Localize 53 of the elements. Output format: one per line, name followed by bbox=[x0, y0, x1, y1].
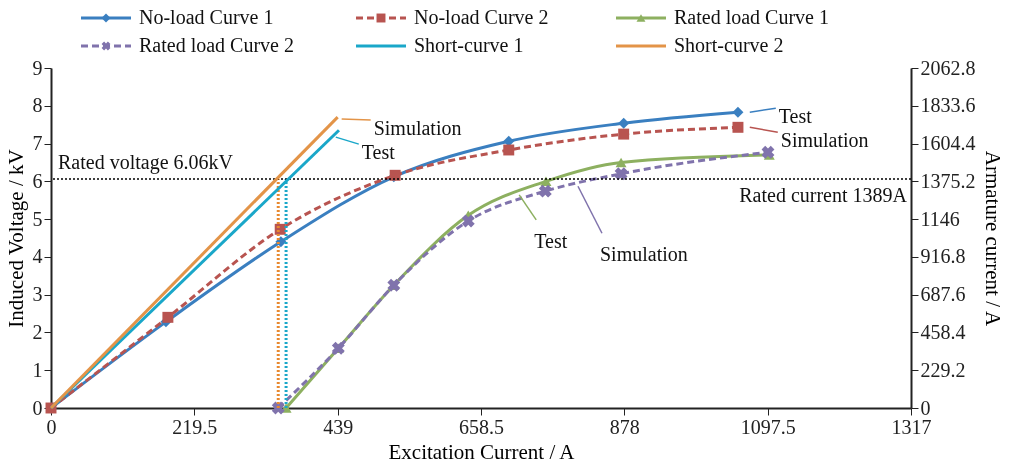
y-tick-label: 8 bbox=[32, 94, 43, 117]
y2-axis-title: Armature current / A bbox=[980, 150, 1005, 328]
point bbox=[503, 144, 515, 156]
point bbox=[732, 121, 744, 133]
annotation: Simulation bbox=[599, 243, 688, 266]
y-tick-label: 9 bbox=[32, 56, 43, 79]
x-tick-label: 439 bbox=[323, 415, 354, 438]
point bbox=[162, 311, 174, 323]
legend-label: Rated load Curve 1 bbox=[674, 6, 829, 28]
point bbox=[761, 145, 775, 159]
legend-label: No-load Curve 1 bbox=[139, 6, 274, 28]
y-tick-label: 3 bbox=[32, 283, 43, 306]
y-tick-label: 7 bbox=[32, 132, 43, 155]
annotation: Test bbox=[778, 105, 813, 128]
x-tick-label: 878 bbox=[609, 415, 640, 438]
y2-tick-label: 687.6 bbox=[920, 283, 966, 306]
x-axis-title: Excitation Current / A bbox=[388, 439, 576, 464]
y2-tick-label: 1146 bbox=[920, 207, 960, 230]
x-tick-label: 658.5 bbox=[459, 415, 504, 438]
point bbox=[615, 157, 627, 168]
annotation: Simulation bbox=[373, 117, 462, 139]
legend-label: No-load Curve 2 bbox=[414, 6, 549, 28]
y2-tick-label: 1604.4 bbox=[920, 132, 976, 155]
y-axis-title: Induced Voltage / kV bbox=[3, 149, 28, 328]
point bbox=[538, 184, 552, 198]
y-tick-label: 5 bbox=[32, 207, 43, 230]
y-tick-label: 4 bbox=[32, 245, 43, 268]
y2-tick-label: 1833.6 bbox=[920, 94, 976, 117]
point bbox=[618, 117, 630, 129]
y-tick-label: 0 bbox=[32, 396, 43, 419]
annotation: Test bbox=[361, 141, 396, 164]
point bbox=[461, 214, 475, 228]
ref-line-label: Rated voltage 6.06kV bbox=[58, 151, 234, 175]
annotation: Test bbox=[534, 229, 568, 252]
y2-tick-label: 1375.2 bbox=[920, 169, 976, 192]
y2-tick-label: 2062.8 bbox=[920, 56, 976, 79]
point bbox=[614, 167, 628, 181]
legend-label: Short-curve 2 bbox=[674, 34, 784, 56]
point bbox=[618, 128, 630, 140]
annotation: Rated current 1389A bbox=[739, 184, 908, 207]
point bbox=[732, 106, 744, 118]
x-tick-label: 219.5 bbox=[172, 415, 218, 438]
y2-tick-label: 916.8 bbox=[920, 245, 966, 268]
legend-label: Rated load Curve 2 bbox=[139, 34, 294, 56]
annotation: Simulation bbox=[780, 129, 869, 152]
legend-label: Short-curve 1 bbox=[414, 34, 524, 56]
x-tick-label: 0 bbox=[46, 415, 57, 438]
y-tick-label: 2 bbox=[32, 320, 43, 343]
y2-tick-label: 458.4 bbox=[920, 320, 966, 343]
y-tick-label: 1 bbox=[32, 358, 43, 381]
x-tick-label: 1097.5 bbox=[740, 415, 796, 438]
y2-tick-label: 229.2 bbox=[920, 358, 966, 381]
y-tick-label: 6 bbox=[32, 169, 43, 192]
